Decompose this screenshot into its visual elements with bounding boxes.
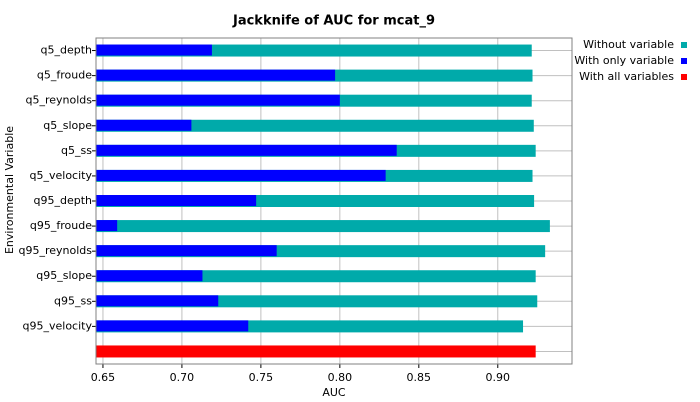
bar: [96, 69, 336, 81]
x-tick-label: 0.65: [91, 371, 116, 384]
x-tick-label: 0.75: [249, 371, 274, 384]
x-tick-label: 0.90: [486, 371, 511, 384]
y-tick-label: q95_depth: [34, 194, 93, 207]
legend-label: With all variables: [579, 70, 674, 83]
bar: [96, 220, 550, 233]
legend-swatch: [681, 42, 687, 48]
bar: [96, 270, 536, 283]
x-tick-label: 0.85: [407, 371, 432, 384]
y-tick-label: q95_froude: [30, 219, 92, 232]
legend-swatch: [681, 58, 687, 64]
chart-title: Jackknife of AUC for mcat_9: [232, 14, 435, 29]
y-tick-label: q95_ss: [54, 294, 92, 307]
legend-label: With only variable: [574, 54, 674, 67]
plot-border: [95, 37, 573, 365]
bar: [96, 345, 536, 358]
y-tick-label: q5_froude: [37, 69, 92, 82]
y-tick-label: q95_velocity: [23, 319, 93, 332]
bar: [96, 195, 257, 206]
bar: [96, 119, 534, 132]
y-tick-label: q95_reynolds: [18, 244, 92, 257]
bar: [96, 220, 118, 232]
bar: [96, 144, 397, 156]
x-tick-label: 0.70: [170, 371, 195, 384]
y-tick-label: q5_velocity: [30, 169, 93, 182]
y-tick-label: q95_slope: [36, 269, 92, 282]
bar: [96, 119, 192, 131]
bar: [96, 270, 203, 282]
bar: [96, 295, 219, 307]
bar: [96, 44, 212, 56]
y-axis-title: Environmental Variable: [3, 126, 16, 254]
y-tick-label: q5_depth: [41, 44, 93, 57]
bar: [96, 320, 249, 332]
bar: [96, 94, 340, 106]
y-tick-label: q5_reynolds: [25, 94, 92, 107]
x-axis-title: AUC: [322, 386, 346, 399]
legend-label: Without variable: [583, 38, 674, 51]
y-tick-label: q5_slope: [43, 119, 92, 132]
y-tick-label: q5_ss: [61, 144, 92, 157]
bar: [96, 245, 277, 257]
x-tick-label: 0.80: [328, 371, 353, 384]
bar: [96, 169, 386, 181]
legend-swatch: [681, 74, 687, 80]
